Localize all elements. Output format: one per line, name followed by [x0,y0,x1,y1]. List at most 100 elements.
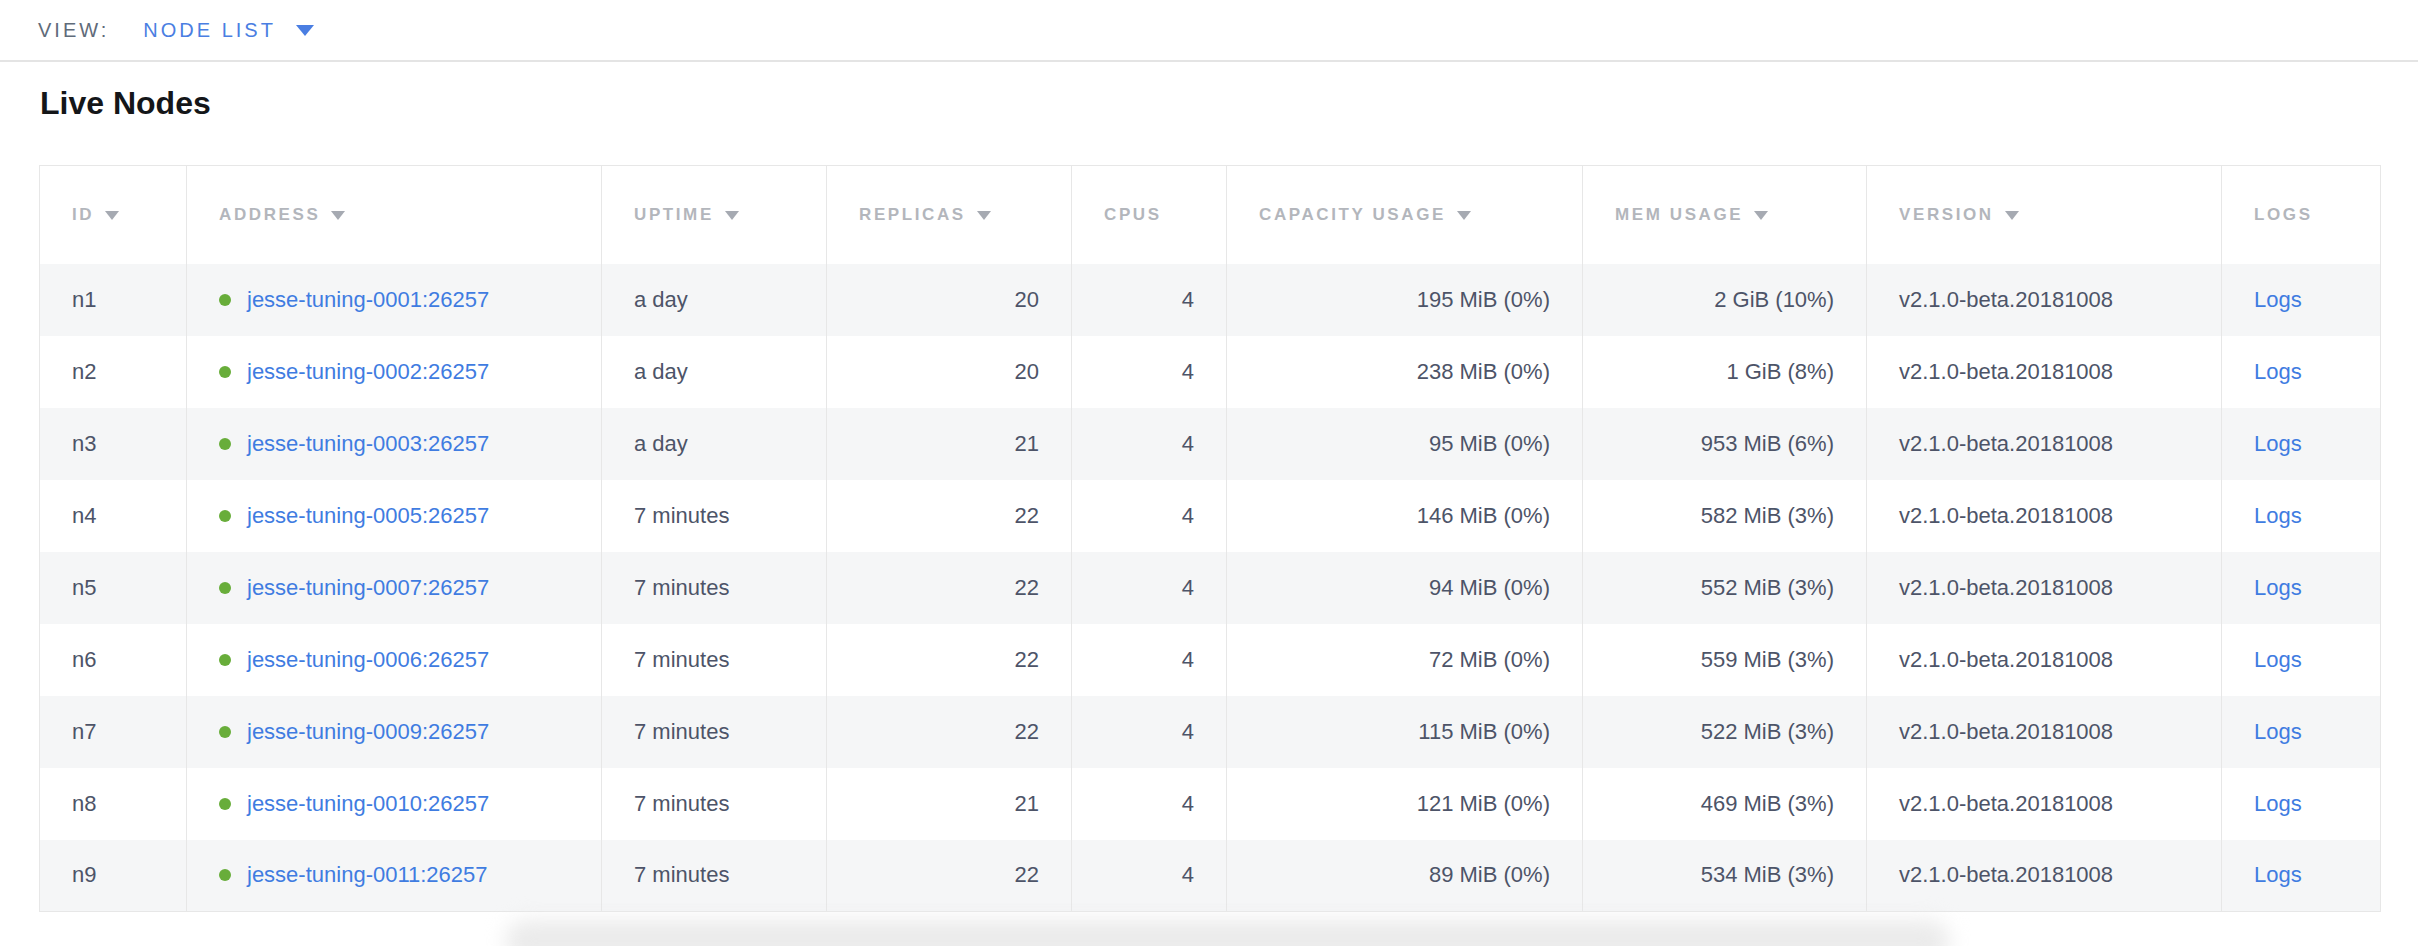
column-header-label: ID [72,205,94,224]
column-header-uptime[interactable]: UPTIME [602,166,827,264]
logs-link[interactable]: Logs [2254,287,2302,312]
column-header-capacity_usage[interactable]: CAPACITY USAGE [1227,166,1583,264]
logs-link[interactable]: Logs [2254,575,2302,600]
cell-uptime: 7 minutes [602,768,827,840]
node-address-link[interactable]: jesse-tuning-0005:26257 [247,503,489,529]
live-nodes-section: ID ADDRESSUPTIMEREPLICAS CPUS CAPACITY USAG… [39,165,2381,912]
chevron-down-icon [296,25,314,36]
column-header-replicas[interactable]: REPLICAS [827,166,1072,264]
cell-id: n2 [40,336,187,408]
cell-replicas: 22 [827,696,1072,768]
logs-link[interactable]: Logs [2254,719,2302,744]
cell-cpus: 4 [1072,624,1227,696]
cell-id: n8 [40,768,187,840]
cell-cpus: 4 [1072,696,1227,768]
sort-desc-triangle-icon [105,211,119,220]
node-live-status-icon [219,654,231,666]
column-header-version[interactable]: VERSION [1867,166,2222,264]
cell-cpus: 4 [1072,552,1227,624]
logs-link[interactable]: Logs [2254,647,2302,672]
view-selector-value: NODE LIST [143,19,276,42]
node-table-row: n4jesse-tuning-0005:262577 minutes224146… [40,480,2381,552]
node-live-status-icon [219,438,231,450]
node-table-row: n9jesse-tuning-0011:262577 minutes22489 … [40,840,2381,912]
logs-link[interactable]: Logs [2254,862,2302,887]
column-header-mem_usage[interactable]: MEM USAGE [1583,166,1867,264]
cell-logs: Logs [2222,264,2381,336]
cell-cpus: 4 [1072,264,1227,336]
node-table-row: n6jesse-tuning-0006:262577 minutes22472 … [40,624,2381,696]
cell-replicas: 21 [827,408,1072,480]
node-address-link[interactable]: jesse-tuning-0007:26257 [247,575,489,601]
cell-capacity_usage: 72 MiB (0%) [1227,624,1583,696]
node-table-row: n5jesse-tuning-0007:262577 minutes22494 … [40,552,2381,624]
logs-link[interactable]: Logs [2254,503,2302,528]
cell-uptime: a day [602,336,827,408]
cell-replicas: 20 [827,264,1072,336]
cell-logs: Logs [2222,624,2381,696]
node-address-link[interactable]: jesse-tuning-0010:26257 [247,791,489,817]
sort-desc-triangle-icon [2005,211,2019,220]
node-table-row: n2jesse-tuning-0002:26257a day204238 MiB… [40,336,2381,408]
cell-version: v2.1.0-beta.20181008 [1867,768,2222,840]
column-header-label: MEM USAGE [1615,205,1743,224]
cell-address: jesse-tuning-0007:26257 [187,552,602,624]
cell-version: v2.1.0-beta.20181008 [1867,696,2222,768]
cell-replicas: 21 [827,768,1072,840]
cell-id: n6 [40,624,187,696]
cell-mem_usage: 559 MiB (3%) [1583,624,1867,696]
column-header-label: LOGS [2254,205,2313,224]
sort-desc-triangle-icon [331,211,345,220]
cell-capacity_usage: 94 MiB (0%) [1227,552,1583,624]
cell-address: jesse-tuning-0003:26257 [187,408,602,480]
cell-uptime: 7 minutes [602,696,827,768]
node-table-row: n3jesse-tuning-0003:26257a day21495 MiB … [40,408,2381,480]
cell-logs: Logs [2222,840,2381,912]
logs-link[interactable]: Logs [2254,791,2302,816]
node-address-link[interactable]: jesse-tuning-0001:26257 [247,287,489,313]
cell-uptime: 7 minutes [602,552,827,624]
cell-address: jesse-tuning-0001:26257 [187,264,602,336]
node-address-link[interactable]: jesse-tuning-0003:26257 [247,431,489,457]
node-live-status-icon [219,869,231,881]
cell-capacity_usage: 95 MiB (0%) [1227,408,1583,480]
cell-capacity_usage: 89 MiB (0%) [1227,840,1583,912]
sort-desc-triangle-icon [725,211,739,220]
cell-replicas: 22 [827,624,1072,696]
cell-version: v2.1.0-beta.20181008 [1867,408,2222,480]
cell-uptime: a day [602,408,827,480]
node-live-status-icon [219,798,231,810]
logs-link[interactable]: Logs [2254,431,2302,456]
node-address-link[interactable]: jesse-tuning-0009:26257 [247,719,489,745]
column-header-label: CAPACITY USAGE [1259,205,1446,224]
cell-address: jesse-tuning-0005:26257 [187,480,602,552]
cell-uptime: 7 minutes [602,840,827,912]
cell-capacity_usage: 115 MiB (0%) [1227,696,1583,768]
column-header-id[interactable]: ID [40,166,187,264]
node-address-link[interactable]: jesse-tuning-0011:26257 [247,862,488,888]
cell-address: jesse-tuning-0006:26257 [187,624,602,696]
cell-uptime: a day [602,264,827,336]
cell-mem_usage: 552 MiB (3%) [1583,552,1867,624]
column-header-cpus: CPUS [1072,166,1227,264]
cell-cpus: 4 [1072,336,1227,408]
cell-capacity_usage: 195 MiB (0%) [1227,264,1583,336]
node-address-link[interactable]: jesse-tuning-0002:26257 [247,359,489,385]
below-fold-card-shadow [505,920,1950,946]
column-header-address[interactable]: ADDRESS [187,166,602,264]
cell-cpus: 4 [1072,768,1227,840]
view-selector-dropdown[interactable]: NODE LIST [143,19,314,42]
node-live-status-icon [219,294,231,306]
column-header-label: CPUS [1104,205,1162,224]
node-table-row: n8jesse-tuning-0010:262577 minutes214121… [40,768,2381,840]
cell-mem_usage: 582 MiB (3%) [1583,480,1867,552]
node-live-status-icon [219,510,231,522]
cell-replicas: 22 [827,840,1072,912]
cell-replicas: 22 [827,552,1072,624]
cell-id: n7 [40,696,187,768]
logs-link[interactable]: Logs [2254,359,2302,384]
table-header: ID ADDRESSUPTIMEREPLICAS CPUS CAPACITY USAG… [40,166,2381,264]
cell-cpus: 4 [1072,480,1227,552]
cell-logs: Logs [2222,696,2381,768]
node-address-link[interactable]: jesse-tuning-0006:26257 [247,647,489,673]
